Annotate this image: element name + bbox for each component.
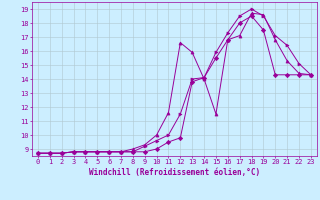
- X-axis label: Windchill (Refroidissement éolien,°C): Windchill (Refroidissement éolien,°C): [89, 168, 260, 177]
